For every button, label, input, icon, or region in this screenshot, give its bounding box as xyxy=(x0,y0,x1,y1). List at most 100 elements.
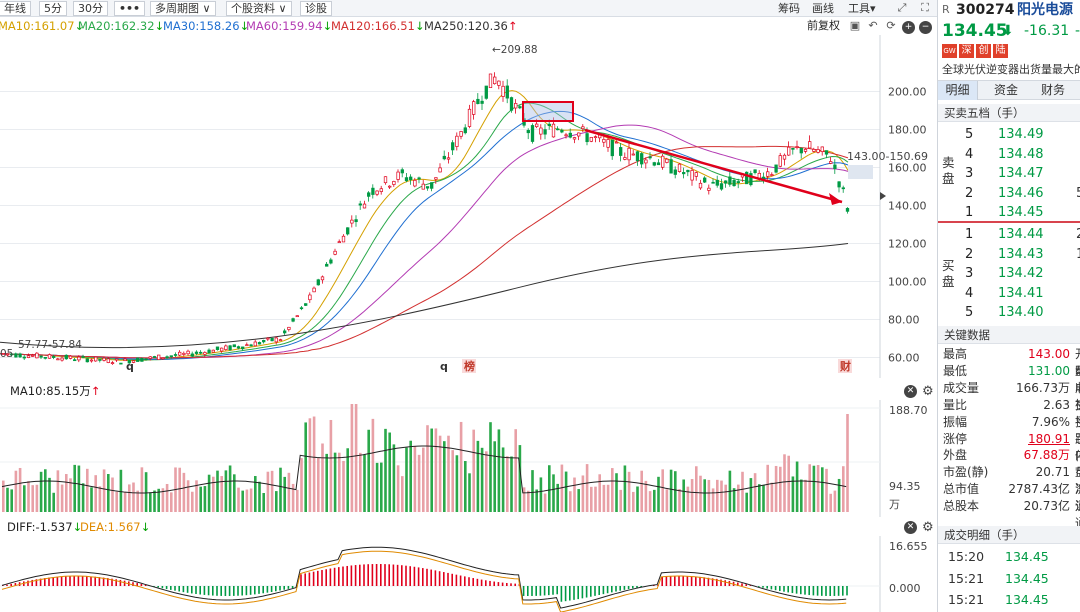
price-chart[interactable]: 200.00 180.00 160.00 140.00 120.00 100.00 80.0… xyxy=(0,35,937,378)
range-box xyxy=(848,165,873,179)
candle-body xyxy=(413,179,417,187)
macd-bar xyxy=(606,586,609,594)
key-data-value: 20.73亿 xyxy=(1023,499,1070,514)
candle-body xyxy=(518,106,522,109)
buy-level-row[interactable]: 2 134.43 14 xyxy=(938,245,1080,265)
tools-dropdown[interactable]: 工具▾ xyxy=(848,2,876,15)
refresh-icon[interactable]: ⟳ xyxy=(886,19,896,32)
candle-body xyxy=(64,354,68,360)
volume-bar xyxy=(564,471,568,512)
volume-bar xyxy=(291,483,295,512)
macd-bar xyxy=(123,580,126,586)
macd-tick-label: 0.000 xyxy=(889,582,921,595)
sell-level-row[interactable]: 2 134.46 5 xyxy=(938,184,1080,204)
macd-bar xyxy=(506,582,508,586)
macd-bar xyxy=(564,586,567,602)
tab-detail[interactable]: 明细 xyxy=(938,81,978,100)
candle-body xyxy=(434,177,438,180)
candle-body xyxy=(493,76,497,85)
macd-chart[interactable]: 16.655 0.000 xyxy=(0,536,937,612)
volume-bar xyxy=(371,418,375,512)
buy-level-row[interactable]: 5 134.40 xyxy=(938,303,1080,323)
sell-level-row[interactable]: 5 134.49 xyxy=(938,125,1080,145)
close-macd-icon[interactable]: ✕ xyxy=(904,521,917,534)
volume-bar xyxy=(522,487,526,512)
candle-body xyxy=(291,318,295,322)
macd-bar xyxy=(480,579,483,586)
macd-bar xyxy=(669,576,672,586)
period-year-button[interactable]: 年线 xyxy=(0,1,31,16)
key-data-row: 量比 2.63 换手 xyxy=(938,397,1080,429)
macd-bar xyxy=(497,582,500,586)
undo-icon[interactable]: ↶ xyxy=(868,19,878,32)
close-volume-icon[interactable]: ✕ xyxy=(904,385,917,398)
volume-bar xyxy=(107,474,110,512)
adjust-mode-label[interactable]: 前复权 xyxy=(807,19,840,32)
high-price-label: ←209.88 xyxy=(492,44,538,56)
macd-bar xyxy=(783,586,785,592)
volume-bar xyxy=(144,472,148,512)
volume-bar xyxy=(170,492,173,512)
volume-bar xyxy=(833,490,837,512)
ma250-legend: MA250:120.36↑ xyxy=(424,19,518,33)
volume-bar xyxy=(493,441,496,512)
macd-bar xyxy=(611,586,613,593)
macd-bar xyxy=(367,564,369,586)
volume-chart[interactable]: 188.70 94.35 万 xyxy=(0,400,937,517)
macd-bar xyxy=(434,570,437,586)
order-price: 134.47 xyxy=(998,166,1044,181)
tab-funds[interactable]: 资金 xyxy=(993,83,1018,97)
volume-settings-icon[interactable]: ⚙ xyxy=(922,384,934,399)
candle-body xyxy=(283,330,287,334)
candle-body xyxy=(425,186,430,189)
period-30min-button[interactable]: 30分 xyxy=(73,1,108,16)
buy-level-row[interactable]: 4 134.41 xyxy=(938,284,1080,304)
candle-body xyxy=(711,181,715,184)
volume-bar xyxy=(237,487,240,512)
macd-bar xyxy=(459,575,462,586)
diagnose-button[interactable]: 诊股 xyxy=(300,1,332,16)
macd-bar xyxy=(132,582,134,586)
chips-button[interactable]: 筹码 xyxy=(778,2,800,15)
macd-settings-icon[interactable]: ⚙ xyxy=(922,520,934,535)
order-price: 134.44 xyxy=(998,227,1044,242)
candle-body xyxy=(211,349,215,353)
candle-body xyxy=(371,187,375,195)
order-book-title: 买卖五档（手） xyxy=(938,104,1080,122)
more-periods-button[interactable]: ••• xyxy=(114,1,146,16)
lock-icon[interactable]: ▣ xyxy=(849,19,861,32)
stock-info-dropdown[interactable]: 个股资料 ∨ xyxy=(226,1,292,16)
period-5min-button[interactable]: 5分 xyxy=(39,1,67,16)
sell-level-row[interactable]: 1 134.45 xyxy=(938,203,1080,223)
zoom-in-icon[interactable]: + xyxy=(902,21,915,34)
macd-bar xyxy=(98,577,101,586)
candle-body xyxy=(152,356,157,358)
macd-bar xyxy=(594,586,596,596)
macd-bar xyxy=(661,576,663,586)
candle-body xyxy=(774,164,778,173)
key-data-label-2: 换手 xyxy=(1075,397,1080,431)
volume-bar xyxy=(808,464,811,512)
volume-bar xyxy=(245,489,249,512)
stock-name[interactable]: 阳光电源 xyxy=(1017,2,1073,18)
volume-bar xyxy=(535,489,538,512)
buy-level-row[interactable]: 1 134.44 2 xyxy=(938,225,1080,245)
multi-period-dropdown[interactable]: 多周期图 ∨ xyxy=(150,1,216,16)
zoom-out-icon[interactable]: − xyxy=(919,21,932,34)
volume-bar xyxy=(569,491,572,512)
fullscreen-icon[interactable]: ⛶ xyxy=(921,1,929,14)
draw-line-button[interactable]: 画线 xyxy=(812,2,834,15)
macd-bar xyxy=(485,580,487,586)
tab-finance[interactable]: 财务 xyxy=(1040,83,1065,97)
key-data-value: 20.71 xyxy=(1035,465,1070,480)
macd-bar xyxy=(556,586,558,595)
buy-level-row[interactable]: 3 134.42 xyxy=(938,264,1080,284)
stock-description: 全球光伏逆变器出货量最大的 xyxy=(942,63,1080,76)
volume-bar xyxy=(812,465,816,512)
expand-icon[interactable]: ⤢ xyxy=(897,1,907,14)
volume-bar xyxy=(128,484,131,512)
volume-bar xyxy=(296,489,299,512)
sell-level-row[interactable]: 3 134.47 xyxy=(938,164,1080,184)
sell-level-row[interactable]: 4 134.48 xyxy=(938,145,1080,165)
macd-bar xyxy=(741,583,743,586)
